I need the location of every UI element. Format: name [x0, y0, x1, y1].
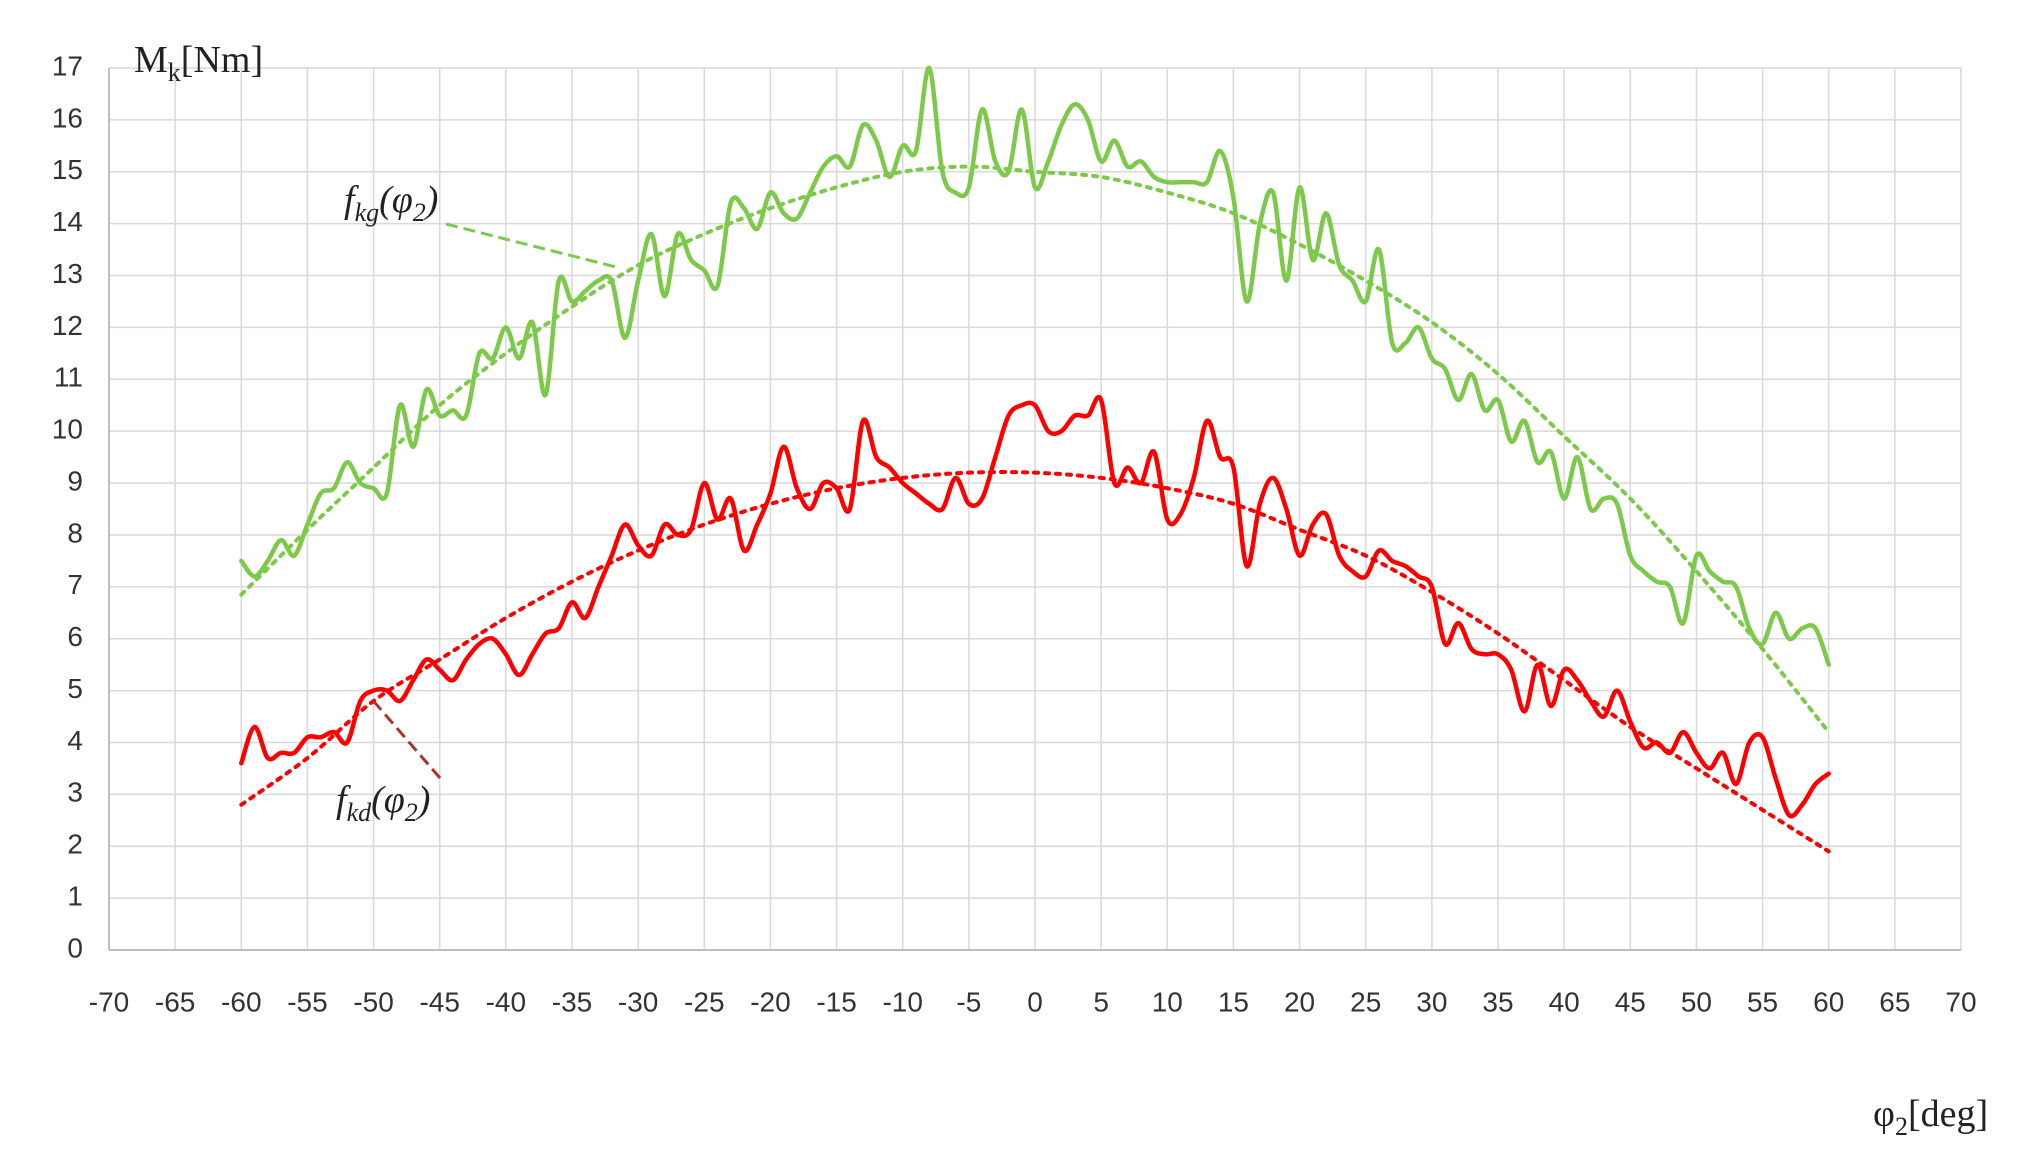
subscript: kd — [347, 798, 373, 827]
x-axis-label: φ2[deg] — [1873, 1093, 1988, 1141]
x-tick-label: 70 — [1945, 986, 1976, 1017]
x-tick-label: -50 — [353, 986, 393, 1017]
y-tick-label: 16 — [52, 102, 83, 133]
subscript: 2 — [1895, 1112, 1908, 1141]
y-tick-label: 10 — [52, 414, 83, 445]
x-tick-label: -15 — [816, 986, 856, 1017]
y-tick-label: 6 — [67, 621, 83, 652]
y-tick-label: 5 — [67, 673, 83, 704]
x-tick-label: -70 — [89, 986, 129, 1017]
annotation: fkg(φ2) — [344, 179, 438, 227]
x-tick-label: 25 — [1350, 986, 1381, 1017]
x-tick-label: -10 — [882, 986, 922, 1017]
x-tick-label: -55 — [287, 986, 327, 1017]
x-tick-label: 30 — [1416, 986, 1447, 1017]
x-tick-label: 45 — [1615, 986, 1646, 1017]
subscript: kg — [355, 198, 380, 227]
x-tick-label: 35 — [1482, 986, 1513, 1017]
annotation: fkd(φ2) — [336, 779, 430, 827]
label-part: (φ — [371, 779, 405, 821]
x-tick-label: -25 — [684, 986, 724, 1017]
subscript: k — [168, 58, 181, 87]
label-part: [Nm] — [181, 39, 263, 81]
y-tick-label: 12 — [52, 310, 83, 341]
x-tick-label: 55 — [1747, 986, 1778, 1017]
y-tick-label: 14 — [52, 206, 83, 237]
label-part: (φ — [379, 179, 413, 221]
x-tick-label: 50 — [1681, 986, 1712, 1017]
x-tick-label: -65 — [155, 986, 195, 1017]
x-tick-label: 65 — [1879, 986, 1910, 1017]
label-part: φ — [1873, 1093, 1895, 1135]
label-part: [deg] — [1908, 1093, 1988, 1135]
x-tick-label: 60 — [1813, 986, 1844, 1017]
annotation-pointer — [368, 696, 442, 779]
subscript: 2 — [405, 798, 418, 827]
trend-line — [239, 470, 1831, 854]
y-tick-label: 8 — [67, 517, 83, 548]
x-tick-label: 15 — [1218, 986, 1249, 1017]
y-tick-label: 2 — [67, 829, 83, 860]
x-tick-label: -60 — [221, 986, 261, 1017]
y-tick-label: 17 — [52, 50, 83, 81]
subscript: 2 — [413, 198, 426, 227]
x-tick-label: 0 — [1027, 986, 1043, 1017]
x-tick-label: 10 — [1152, 986, 1183, 1017]
annotation-pointer — [445, 222, 621, 270]
y-tick-label: 4 — [67, 725, 83, 756]
y-axis-label: Mk[Nm] — [134, 39, 263, 87]
y-tick-label: 15 — [52, 154, 83, 185]
y-tick-label: 0 — [67, 932, 83, 963]
y-tick-label: 13 — [52, 258, 83, 289]
trend-line — [239, 164, 1831, 735]
x-tick-label: -35 — [552, 986, 592, 1017]
x-tick-label: -5 — [956, 986, 981, 1017]
x-tick-label: -30 — [618, 986, 658, 1017]
y-tick-label: 1 — [67, 881, 83, 912]
y-tick-label: 3 — [67, 777, 83, 808]
label-part: ) — [416, 779, 431, 821]
y-tick-label: 7 — [67, 569, 83, 600]
label-part: M — [134, 39, 168, 81]
y-tick-label: 9 — [67, 465, 83, 496]
y-tick-label: 11 — [54, 362, 83, 393]
data-line — [239, 395, 1831, 819]
x-tick-label: 40 — [1549, 986, 1580, 1017]
x-tick-label: 20 — [1284, 986, 1315, 1017]
x-tick-label: -40 — [486, 986, 526, 1017]
x-tick-label: -20 — [750, 986, 790, 1017]
label-part: ) — [424, 179, 439, 221]
x-tick-label: -45 — [419, 986, 459, 1017]
x-tick-label: 5 — [1093, 986, 1109, 1017]
